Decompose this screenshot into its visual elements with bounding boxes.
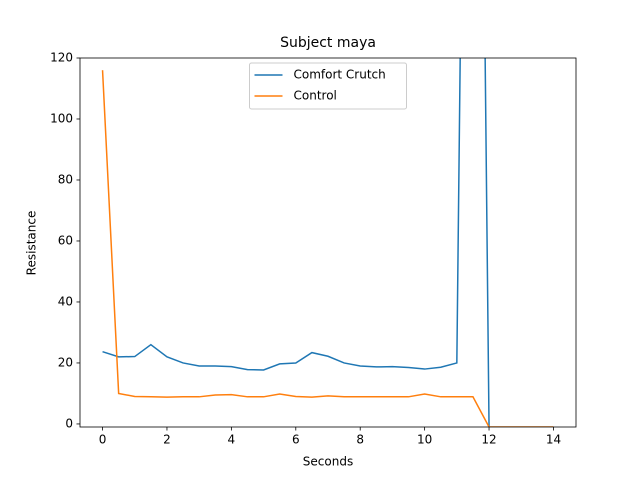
plot-lines bbox=[101, 58, 554, 427]
y-tick-label: 60 bbox=[58, 233, 73, 247]
data-line bbox=[102, 58, 490, 427]
data-line bbox=[101, 70, 554, 427]
x-tick-label: 4 bbox=[228, 433, 236, 447]
legend-box bbox=[249, 62, 407, 110]
x-tick-label: 10 bbox=[417, 433, 432, 447]
chart-title: Subject maya bbox=[280, 35, 376, 51]
x-tick-label: 14 bbox=[546, 433, 561, 447]
x-tick-label: 0 bbox=[99, 433, 107, 447]
x-tick-label: 12 bbox=[481, 433, 496, 447]
x-tick-label: 2 bbox=[163, 433, 171, 447]
y-axis-label: Resistance bbox=[25, 211, 39, 276]
plot-frame bbox=[79, 57, 577, 428]
x-axis-label: Seconds bbox=[303, 455, 353, 469]
y-tick-label: 80 bbox=[58, 172, 73, 186]
y-tick-label: 120 bbox=[50, 51, 73, 65]
legend-label: Comfort Crutch bbox=[294, 68, 386, 82]
x-tick-label: 6 bbox=[292, 433, 300, 447]
y-tick-label: 0 bbox=[65, 416, 73, 430]
legend-label: Control bbox=[294, 89, 337, 103]
y-tick-label: 40 bbox=[58, 294, 73, 308]
x-tick-label: 8 bbox=[356, 433, 364, 447]
y-tick-label: 100 bbox=[50, 111, 73, 125]
y-tick-label: 20 bbox=[58, 355, 73, 369]
